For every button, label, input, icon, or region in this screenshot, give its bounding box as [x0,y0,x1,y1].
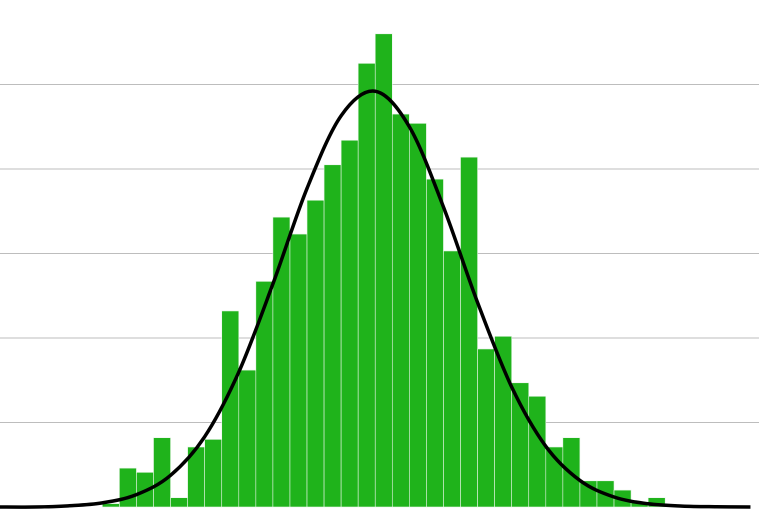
bar [238,369,257,508]
bar [119,467,137,508]
bar [391,113,410,508]
bar [289,233,308,508]
bar [528,396,547,508]
bar [460,156,478,508]
bar [426,178,444,508]
bar [170,497,188,508]
bar [255,281,274,508]
density-curve [0,89,751,509]
bar [357,63,376,508]
bar [153,437,171,508]
bar [323,164,342,508]
bar [340,139,359,508]
bar [443,250,461,508]
bar [221,310,240,508]
bar [374,33,393,508]
bar [494,336,512,508]
bar [477,348,495,508]
bar [306,199,325,508]
bar [409,123,427,508]
bar [204,439,223,508]
